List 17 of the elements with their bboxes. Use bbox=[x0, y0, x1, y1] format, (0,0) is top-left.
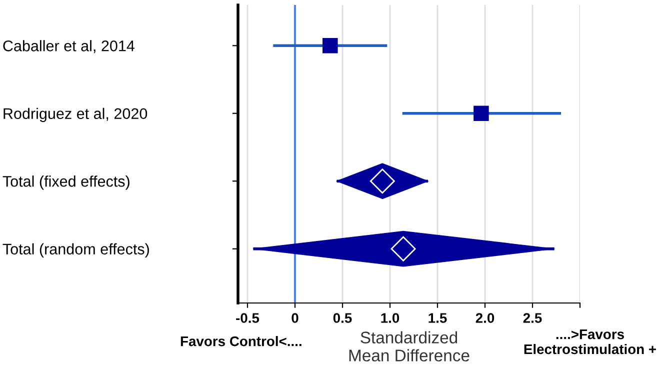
point bbox=[390, 236, 416, 262]
x-tick-label: -0.5 bbox=[236, 313, 260, 323]
text: ....>Favors Electrostimulation + bbox=[524, 330, 656, 354]
x-axis-title: Standardized Mean Difference bbox=[349, 331, 470, 362]
x-tick-label: 1.0 bbox=[381, 313, 400, 323]
x-tick-label: 0.5 bbox=[333, 313, 352, 323]
x-tick-label: 2.5 bbox=[523, 313, 542, 323]
x-tick-label: 2.0 bbox=[476, 313, 494, 323]
text: Favors Control<.... bbox=[180, 336, 302, 346]
y-tick-label: Caballer et al, 2014 bbox=[3, 40, 134, 54]
x-tick-label: 1.5 bbox=[428, 313, 447, 323]
y-tick-label: Total (fixed effects) bbox=[2, 176, 130, 190]
point bbox=[474, 106, 489, 122]
x-tick-label: 0 bbox=[292, 313, 298, 323]
y-tick-label: Rodriguez et al, 2020 bbox=[4, 108, 148, 122]
point bbox=[322, 38, 338, 54]
y-tick-label: Total (random effects) bbox=[2, 243, 149, 258]
